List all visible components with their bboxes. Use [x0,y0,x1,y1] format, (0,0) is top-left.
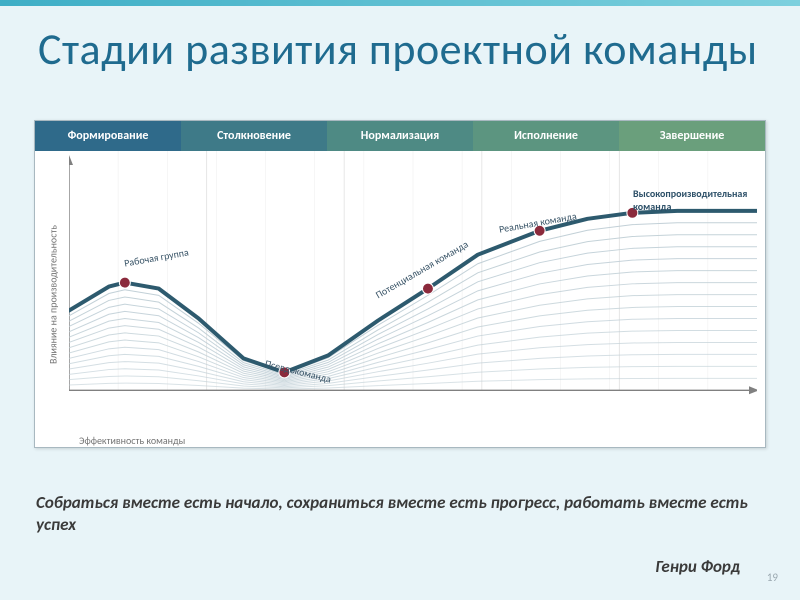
quote-text: Собраться вместе есть начало, сохранитьс… [36,492,764,536]
page-number: 19 [767,571,778,584]
y-axis-label: Влияние на производительность [47,195,60,395]
plot-area: Влияние на производительность Рабочая гр… [35,151,765,425]
slide-title: Стадии развития проектной команды [38,22,758,76]
stage-cell: Формирование [35,121,181,151]
stage-cell: Нормализация [327,121,473,151]
quote-attribution: Генри Форд [655,556,740,577]
svg-text:Рабочая группа: Рабочая группа [123,246,190,269]
stage-cell: Исполнение [473,121,619,151]
stage-header: ФормированиеСтолкновениеНормализацияИспо… [35,121,765,151]
x-axis-label: Эффективность команды [79,434,185,447]
high-perf-label: Высокопроизводительная команда [633,187,753,213]
chart-container: ФормированиеСтолкновениеНормализацияИспо… [34,120,766,448]
stage-cell: Завершение [619,121,765,151]
stage-cell: Столкновение [181,121,327,151]
accent-bar [0,0,800,6]
